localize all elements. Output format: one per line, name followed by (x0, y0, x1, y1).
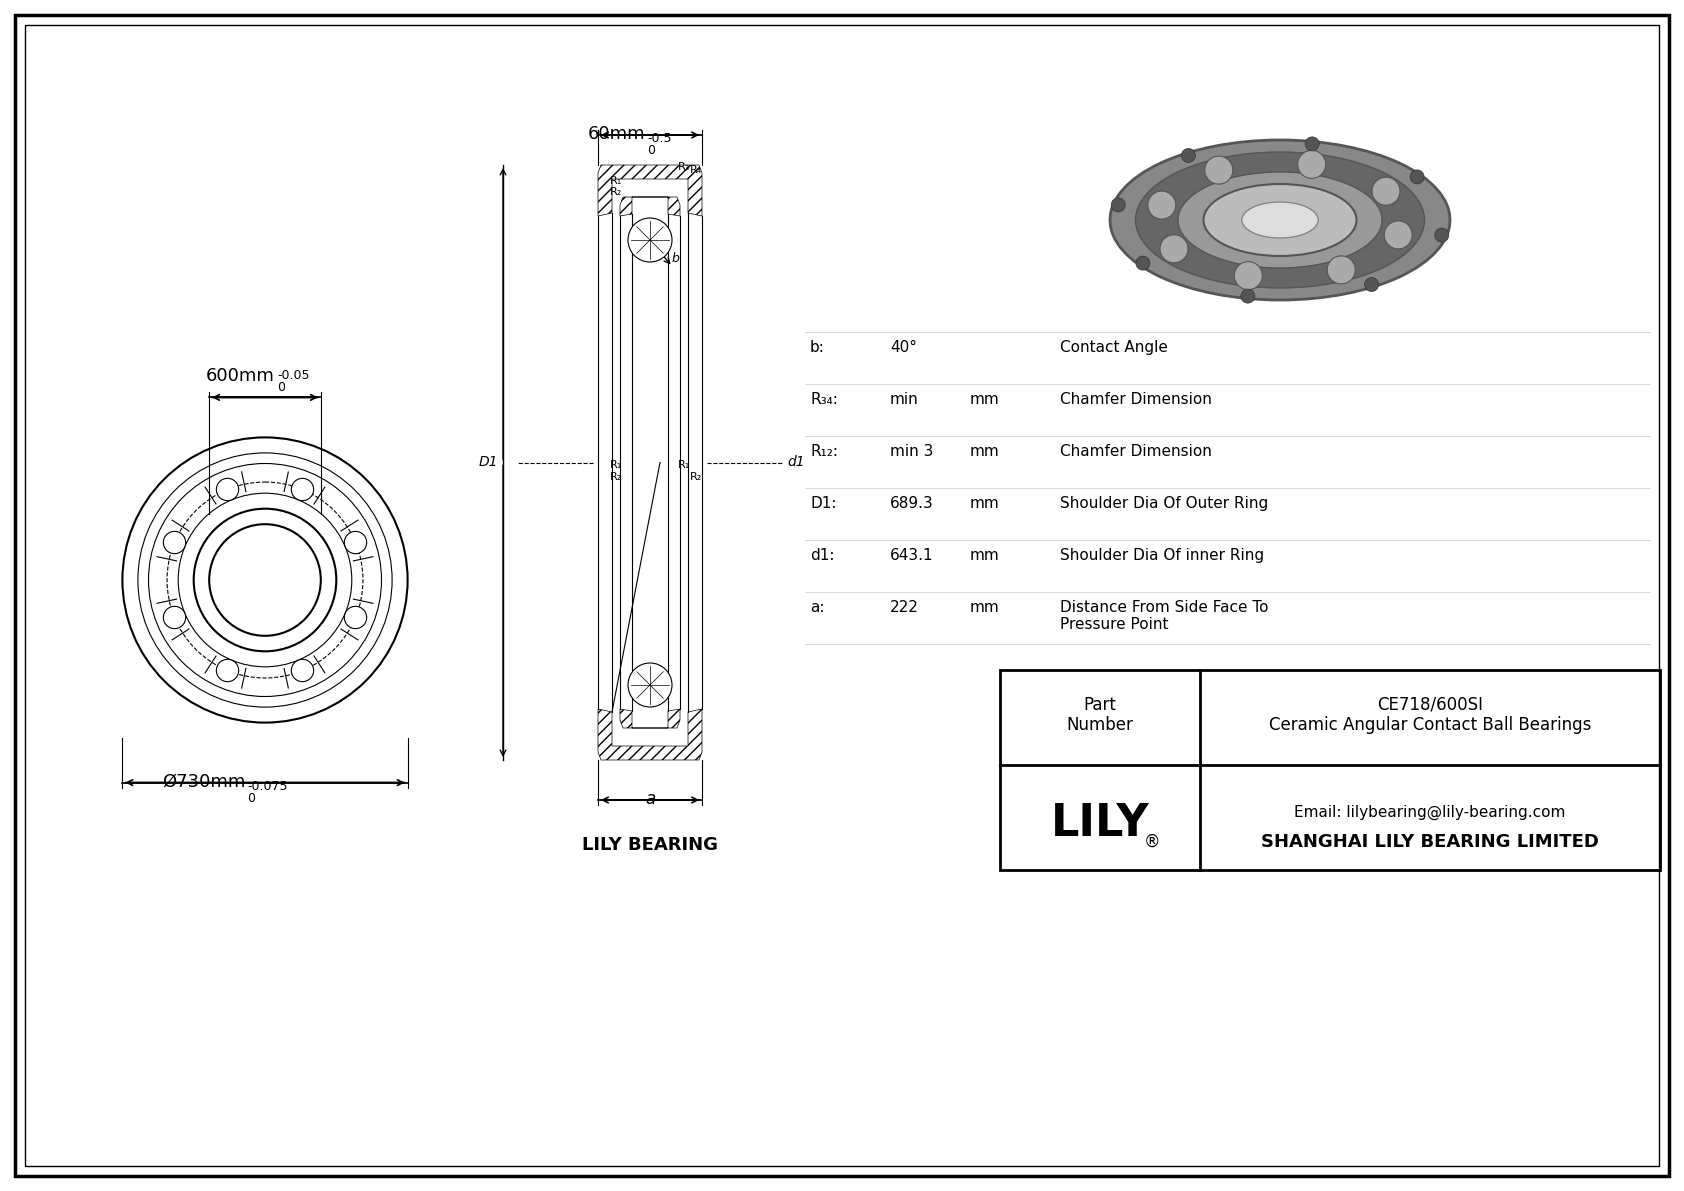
Circle shape (1160, 235, 1187, 263)
Circle shape (163, 606, 185, 629)
Text: 600mm: 600mm (205, 367, 274, 386)
Circle shape (628, 663, 672, 707)
Circle shape (1182, 149, 1196, 162)
Text: d1:: d1: (810, 548, 835, 563)
Text: R₃₄:: R₃₄: (810, 392, 839, 407)
Text: R₁: R₁ (679, 460, 690, 469)
Text: a: a (645, 790, 655, 807)
Ellipse shape (1204, 183, 1357, 256)
Text: mm: mm (970, 495, 1000, 511)
Circle shape (1148, 191, 1175, 219)
Text: SHANGHAI LILY BEARING LIMITED: SHANGHAI LILY BEARING LIMITED (1261, 833, 1598, 852)
Text: R₁₂:: R₁₂: (810, 444, 839, 459)
Text: R₁: R₁ (610, 460, 623, 469)
Text: mm: mm (970, 444, 1000, 459)
Ellipse shape (1135, 152, 1425, 288)
Text: Shoulder Dia Of Outer Ring: Shoulder Dia Of Outer Ring (1059, 495, 1268, 511)
Text: R₄: R₄ (690, 166, 702, 175)
Ellipse shape (1241, 202, 1319, 238)
Ellipse shape (1179, 172, 1383, 268)
Circle shape (163, 531, 185, 554)
Text: R₁: R₁ (610, 176, 623, 186)
Circle shape (1384, 220, 1413, 249)
Circle shape (1435, 229, 1448, 242)
Text: 0: 0 (276, 381, 285, 394)
Text: ®: ® (1143, 833, 1160, 852)
Circle shape (216, 479, 239, 500)
Text: R₂: R₂ (610, 473, 623, 482)
Circle shape (291, 479, 313, 500)
Text: Chamfer Dimension: Chamfer Dimension (1059, 392, 1212, 407)
Circle shape (1410, 170, 1425, 183)
Text: Part
Number: Part Number (1066, 696, 1133, 735)
Circle shape (1364, 278, 1379, 292)
Text: mm: mm (970, 392, 1000, 407)
Text: LILY BEARING: LILY BEARING (583, 836, 717, 854)
Circle shape (1234, 262, 1263, 289)
Circle shape (1305, 137, 1319, 151)
Circle shape (216, 660, 239, 681)
Text: 60mm: 60mm (588, 125, 645, 143)
Circle shape (344, 606, 367, 629)
Text: R₂: R₂ (610, 187, 623, 197)
Text: R₂: R₂ (690, 473, 702, 482)
Text: 0: 0 (647, 144, 655, 157)
Text: d1: d1 (786, 455, 805, 469)
Polygon shape (620, 197, 680, 216)
Ellipse shape (1110, 141, 1450, 300)
Circle shape (628, 218, 672, 262)
Text: b: b (672, 252, 680, 266)
Text: 689.3: 689.3 (891, 495, 933, 511)
Circle shape (1327, 256, 1356, 283)
Text: 643.1: 643.1 (891, 548, 933, 563)
Text: Contact Angle: Contact Angle (1059, 339, 1169, 355)
Text: 0: 0 (248, 792, 254, 805)
Text: 222: 222 (891, 600, 919, 615)
Text: Shoulder Dia Of inner Ring: Shoulder Dia Of inner Ring (1059, 548, 1265, 563)
Text: Chamfer Dimension: Chamfer Dimension (1059, 444, 1212, 459)
Text: min: min (891, 392, 919, 407)
Text: -0.5: -0.5 (647, 132, 672, 145)
Circle shape (344, 531, 367, 554)
Circle shape (1241, 289, 1255, 303)
Bar (1000, 671, 1660, 869)
Circle shape (1111, 198, 1125, 212)
Text: 40°: 40° (891, 339, 918, 355)
Text: Distance From Side Face To
Pressure Point: Distance From Side Face To Pressure Poin… (1059, 600, 1268, 632)
Text: a:: a: (810, 600, 825, 615)
Circle shape (291, 660, 313, 681)
Circle shape (1204, 156, 1233, 185)
Text: -0.075: -0.075 (248, 780, 288, 792)
Text: -0.05: -0.05 (276, 369, 310, 382)
Circle shape (1137, 256, 1150, 270)
Text: D1: D1 (478, 455, 498, 469)
Polygon shape (598, 166, 702, 216)
Text: b:: b: (810, 339, 825, 355)
Text: mm: mm (970, 600, 1000, 615)
Text: min 3: min 3 (891, 444, 933, 459)
Circle shape (1372, 177, 1399, 205)
Text: D1:: D1: (810, 495, 837, 511)
Polygon shape (620, 709, 680, 728)
Text: LILY: LILY (1051, 802, 1148, 844)
Text: R₃: R₃ (679, 162, 690, 172)
Text: mm: mm (970, 548, 1000, 563)
Circle shape (1298, 150, 1325, 179)
Polygon shape (598, 709, 702, 760)
Text: Ø730mm: Ø730mm (162, 773, 244, 791)
Text: Email: lilybearing@lily-bearing.com: Email: lilybearing@lily-bearing.com (1295, 804, 1566, 819)
Text: CE718/600SI
Ceramic Angular Contact Ball Bearings: CE718/600SI Ceramic Angular Contact Ball… (1268, 696, 1591, 735)
